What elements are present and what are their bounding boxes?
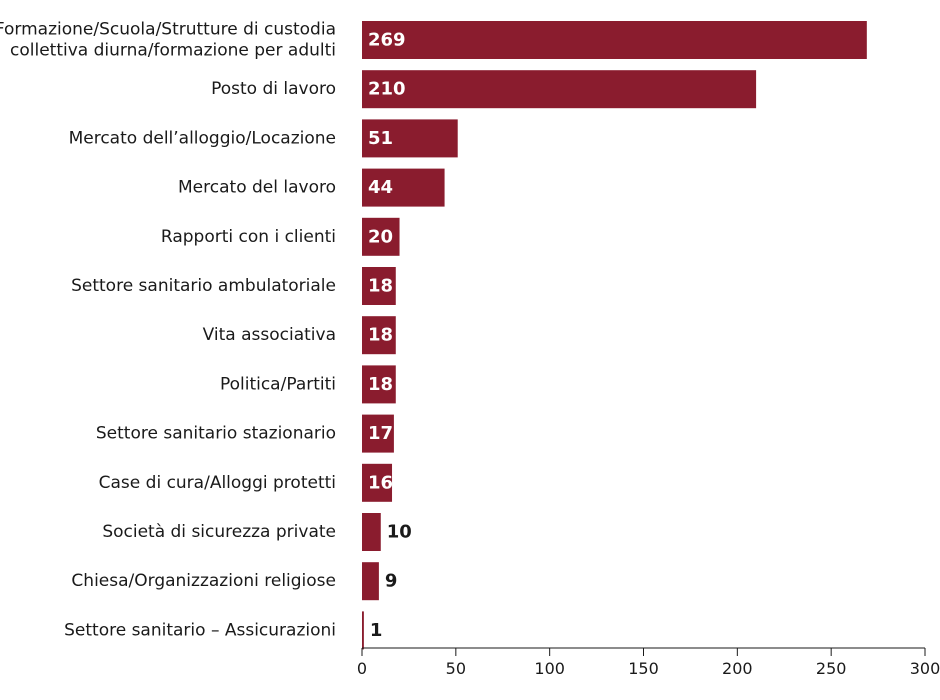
category-label-line: Case di cura/Alloggi protetti <box>99 473 336 493</box>
bar-9 <box>362 463 393 502</box>
bar-6 <box>362 316 396 355</box>
x-tick-label-2: 100 <box>534 659 565 678</box>
category-labels-layer: Formazione/Scuola/Strutture di custodia c… <box>0 20 336 641</box>
x-tick-label-1: 50 <box>446 659 466 678</box>
category-label-0: Formazione/Scuola/Strutture di custodia c… <box>0 20 336 61</box>
category-label-11: Chiesa/Organizzazioni religiose <box>71 571 336 591</box>
category-label-6: Vita associativa <box>203 325 336 345</box>
bars-layer <box>362 21 867 650</box>
category-label-2: Mercato dell’alloggio/Locazione <box>69 128 336 148</box>
category-label-line: Chiesa/Organizzazioni religiose <box>71 571 336 591</box>
category-label-line: Vita associativa <box>203 325 336 345</box>
value-label-1: 210 <box>368 79 406 100</box>
category-label-5: Settore sanitario ambulatoriale <box>71 276 336 296</box>
category-label-7: Politica/Partiti <box>220 374 336 394</box>
value-label-3: 44 <box>368 177 393 198</box>
value-label-5: 18 <box>368 276 393 297</box>
bar-8 <box>362 414 394 453</box>
category-label-1: Posto di lavoro <box>211 79 336 99</box>
value-labels-layer: 269 210 51 44 20 18 18 18 17 16 10 9 1 <box>368 30 412 641</box>
x-tick-label-0: 0 <box>357 659 367 678</box>
value-label-11: 9 <box>385 571 398 592</box>
bar-5 <box>362 267 396 305</box>
bar-4 <box>362 217 400 256</box>
category-label-9: Case di cura/Alloggi protetti <box>99 473 336 493</box>
x-tick-label-3: 150 <box>628 659 659 678</box>
value-label-10: 10 <box>387 522 412 543</box>
value-label-12: 1 <box>370 620 383 641</box>
bar-12 <box>362 611 364 650</box>
value-label-8: 17 <box>368 423 393 444</box>
category-label-line: Formazione/Scuola/Strutture di custodia <box>0 20 336 40</box>
value-label-7: 18 <box>368 374 393 395</box>
category-label-line: Posto di lavoro <box>211 79 336 99</box>
category-label-3: Mercato del lavoro <box>178 178 336 198</box>
category-label-8: Settore sanitario stazionario <box>96 424 336 444</box>
value-label-0: 269 <box>368 30 406 51</box>
value-label-2: 51 <box>368 128 393 149</box>
category-label-line: Settore sanitario – Assicurazioni <box>64 620 336 640</box>
category-label-line: Società di sicurezza private <box>102 522 336 542</box>
x-tick-label-4: 200 <box>722 659 753 678</box>
bar-3 <box>362 168 445 207</box>
bar-1 <box>362 70 757 109</box>
category-label-12: Settore sanitario – Assicurazioni <box>64 620 336 640</box>
x-tick-label-5: 250 <box>816 659 847 678</box>
bar-10 <box>362 513 381 551</box>
x-axis: 0 50 100 150 200 250 300 <box>357 647 940 678</box>
category-label-line: Politica/Partiti <box>220 374 336 394</box>
category-label-4: Rapporti con i clienti <box>161 227 336 247</box>
value-label-9: 16 <box>368 472 393 493</box>
value-label-6: 18 <box>368 325 393 346</box>
category-label-line: collettiva diurna/formazione per adulti <box>10 41 336 61</box>
bar-7 <box>362 365 396 404</box>
category-label-line: Mercato dell’alloggio/Locazione <box>69 128 336 148</box>
category-label-line: Rapporti con i clienti <box>161 227 336 247</box>
bar-0 <box>362 21 867 59</box>
bar-2 <box>362 119 458 158</box>
bar-11 <box>362 562 379 601</box>
value-label-4: 20 <box>368 226 393 247</box>
category-label-line: Settore sanitario ambulatoriale <box>71 276 336 296</box>
category-label-line: Settore sanitario stazionario <box>96 424 336 444</box>
x-tick-label-6: 300 <box>910 659 940 678</box>
category-label-line: Mercato del lavoro <box>178 178 336 198</box>
category-label-10: Società di sicurezza private <box>102 522 336 542</box>
